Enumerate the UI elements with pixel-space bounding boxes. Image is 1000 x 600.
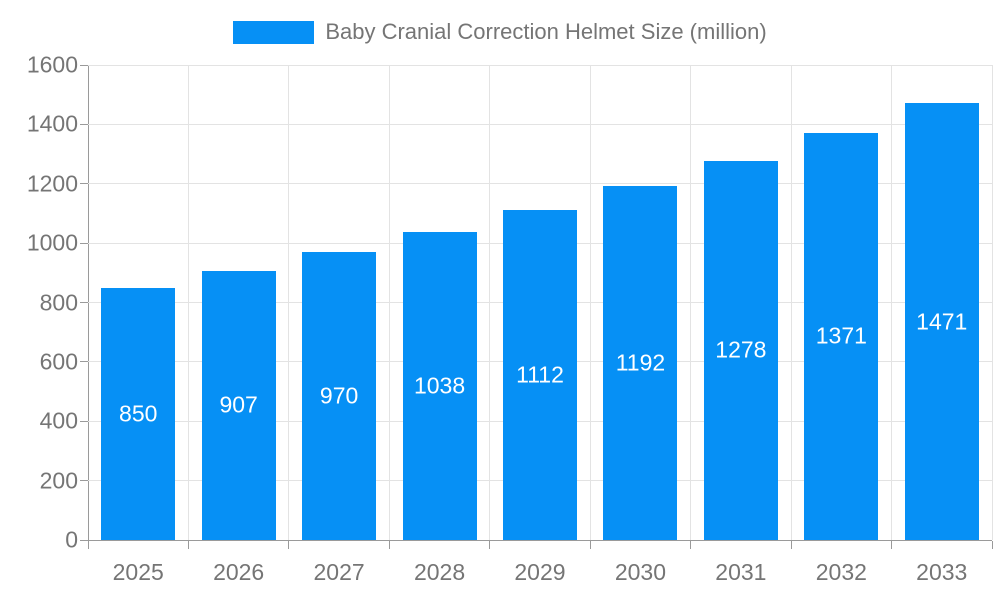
- x-axis-tick: [187, 541, 189, 549]
- x-axis-tick: [790, 541, 792, 549]
- x-tick-label: 2027: [313, 559, 365, 585]
- x-axis-tick: [589, 541, 591, 549]
- x-gridline: [790, 65, 792, 540]
- x-gridline: [489, 65, 491, 540]
- bar-2029[interactable]: 1112: [503, 209, 577, 540]
- bar-value-label: 1471: [916, 308, 968, 335]
- x-tick-label: 2028: [413, 559, 466, 585]
- x-tick-label: 2031: [715, 559, 767, 585]
- x-axis-tick: [87, 541, 89, 549]
- legend[interactable]: Baby Cranial Correction Helmet Size (mil…: [0, 14, 1000, 50]
- bar-2028[interactable]: 1038: [402, 231, 477, 540]
- bar-value-label: 850: [119, 400, 158, 427]
- y-tick-label: 1400: [26, 110, 78, 137]
- x-tick-label: 2026: [213, 559, 265, 585]
- plot-area: 0 200 400 600 800 1000 1200 1400 1600 850 2025 907 2…: [27, 53, 993, 585]
- x-axis-tick: [991, 541, 993, 549]
- y-tick-label: 1200: [26, 170, 78, 197]
- y-tick-label: 400: [39, 407, 78, 434]
- x-gridline: [388, 65, 390, 540]
- x-gridline: [288, 65, 290, 540]
- bar-value-label: 1112: [516, 361, 564, 388]
- x-axis-line: [80, 540, 992, 541]
- y-axis-tick: [80, 302, 88, 303]
- x-axis-tick: [388, 541, 390, 549]
- x-gridline: [589, 65, 591, 540]
- x-axis-tick: [288, 541, 290, 549]
- bar-2025[interactable]: 850: [101, 287, 176, 540]
- x-gridline: [690, 65, 692, 540]
- y-axis-tick: [80, 539, 88, 541]
- x-axis-tick: [891, 541, 893, 549]
- legend-swatch[interactable]: [233, 20, 315, 44]
- y-gridline: [88, 64, 992, 66]
- y-gridline: [88, 183, 992, 185]
- y-tick-label: 800: [39, 289, 78, 315]
- y-axis-tick: [80, 420, 88, 422]
- y-tick-label: 1600: [26, 51, 78, 78]
- y-axis-tick: [80, 123, 88, 125]
- x-axis-tick: [690, 541, 692, 549]
- bar-2027[interactable]: 970: [302, 252, 377, 540]
- y-axis-tick: [80, 480, 88, 482]
- y-axis-tick: [80, 242, 88, 244]
- bar-value-label: 907: [219, 391, 258, 418]
- x-gridline: [187, 65, 189, 540]
- bar-value-label: 1278: [715, 336, 767, 363]
- y-tick-label: 600: [39, 348, 78, 375]
- y-gridline: [88, 123, 992, 125]
- x-tick-label: 2025: [112, 559, 164, 585]
- legend-label: Baby Cranial Correction Helmet Size (mil…: [325, 19, 767, 44]
- y-axis-tick: [80, 64, 88, 66]
- bar-value-label: 1192: [615, 349, 666, 376]
- bar-2030[interactable]: 1192: [603, 186, 678, 540]
- y-tick-label: 1000: [26, 229, 78, 256]
- x-tick-label: 2033: [916, 559, 968, 585]
- x-tick-label: 2032: [815, 559, 867, 585]
- bar-value-label: 1371: [815, 322, 867, 349]
- x-gridline: [991, 65, 993, 540]
- bar-2032[interactable]: 1371: [804, 132, 879, 540]
- bar-2031[interactable]: 1278: [703, 160, 778, 540]
- bar-value-label: 1038: [413, 372, 466, 399]
- y-tick-label: 200: [39, 467, 78, 494]
- x-axis-tick: [489, 541, 491, 549]
- y-axis-tick: [80, 361, 88, 363]
- bar-2026[interactable]: 907: [201, 270, 276, 540]
- y-tick-label: 0: [65, 526, 78, 553]
- x-tick-label: 2030: [614, 559, 667, 585]
- x-tick-label: 2029: [514, 559, 566, 585]
- y-axis-tick: [80, 183, 88, 185]
- bar-2033[interactable]: 1471: [904, 103, 979, 540]
- x-gridline: [891, 65, 893, 540]
- bar-value-label: 970: [319, 382, 359, 409]
